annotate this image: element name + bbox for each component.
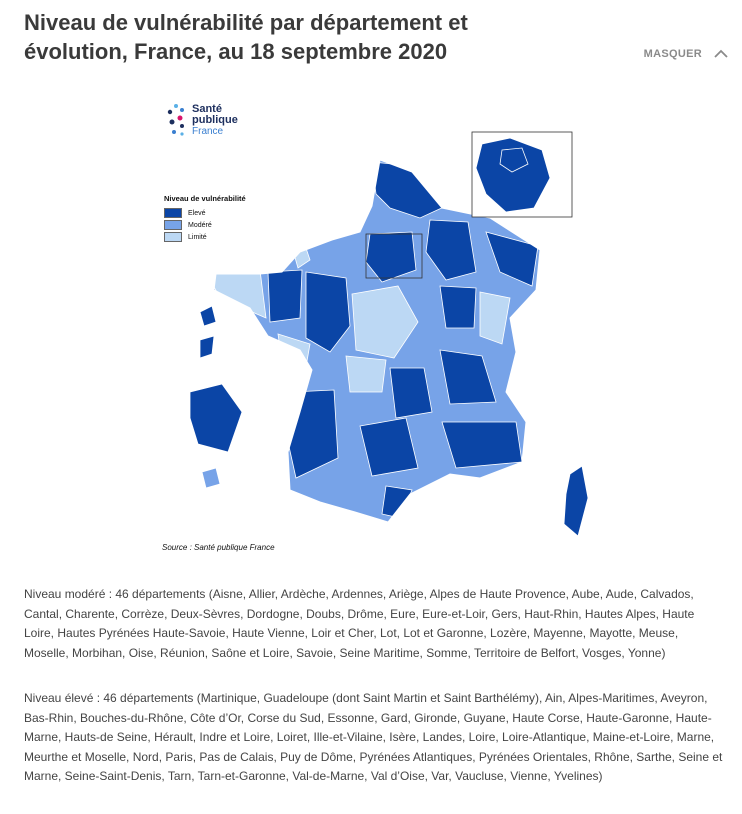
legend-item-moderate: Modéré — [164, 219, 246, 231]
vulnerability-map-figure: Santé publique France — [150, 92, 590, 562]
chevron-up-icon — [714, 49, 728, 58]
dept-doubs — [479, 291, 511, 345]
legend-swatch-limited — [164, 232, 182, 242]
description-high: Niveau élevé : 46 départements (Martiniq… — [24, 691, 723, 783]
dept-marne-region — [425, 219, 477, 281]
dept-pyrenees-orientales — [381, 485, 413, 519]
hide-toggle-label: MASQUER — [643, 48, 702, 60]
hide-toggle-button[interactable]: MASQUER — [644, 48, 728, 60]
logo-dots-icon — [167, 104, 184, 136]
legend-item-limited: Limité — [164, 231, 246, 243]
dept-overseas-martinique — [199, 305, 217, 327]
dept-paris-area — [365, 231, 417, 283]
idf-inset-map — [475, 137, 551, 213]
dept-centre — [351, 285, 419, 359]
dept-rhone-isere — [439, 349, 497, 405]
dept-overseas-guadeloupe — [199, 335, 215, 359]
dept-overseas-reunion — [201, 467, 221, 489]
dept-bretagne — [214, 269, 267, 319]
legend-swatch-high — [164, 208, 182, 218]
legend-item-high: Elevé — [164, 207, 246, 219]
logo-line-1: Santé — [192, 102, 222, 115]
dept-limousin — [345, 355, 387, 393]
dept-ille-et-vilaine — [267, 269, 303, 323]
description-moderate: Niveau modéré : 46 départements (Aisne, … — [24, 587, 695, 660]
map-legend: Niveau de vulnérabilité Elevé Modéré Lim… — [164, 194, 246, 243]
legend-label-high: Elevé — [188, 209, 206, 217]
logo-line-3: France — [192, 125, 224, 137]
dept-paca — [441, 421, 523, 469]
legend-label-limited: Limité — [188, 233, 207, 241]
legend-title: Niveau de vulnérabilité — [164, 194, 246, 203]
mainland-outline — [213, 159, 541, 523]
legend-swatch-moderate — [164, 220, 182, 230]
sante-publique-logo: Santé publique France — [162, 100, 238, 140]
france-map — [189, 131, 589, 537]
dept-auvergne — [389, 367, 433, 419]
dept-corse — [563, 465, 589, 537]
dept-sarthe-loire — [305, 271, 351, 353]
page-header: Niveau de vulnérabilité par département … — [24, 8, 544, 66]
dept-cote-dor — [439, 285, 477, 329]
paris-highlight-box — [365, 233, 423, 279]
dept-occitanie — [359, 417, 419, 477]
logo-line-2: publique — [192, 113, 238, 126]
legend-label-moderate: Modéré — [188, 221, 212, 229]
dept-alsace — [485, 231, 539, 287]
dept-overseas-guyane — [189, 383, 243, 453]
map-source: Source : Santé publique France — [162, 543, 275, 552]
page-title: Niveau de vulnérabilité par département … — [24, 10, 468, 64]
